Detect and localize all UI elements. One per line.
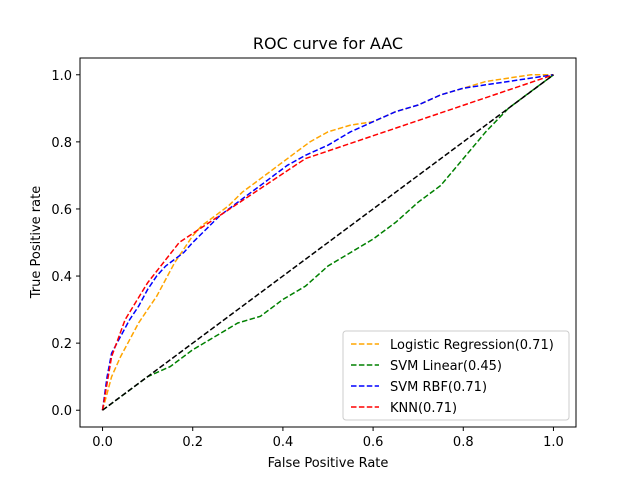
series-line-4 — [102, 74, 554, 411]
y-tick-label: 0.6 — [51, 203, 72, 218]
x-axis-label: False Positive Rate — [268, 456, 389, 471]
series-line-3 — [101, 74, 554, 411]
y-tick-label: 0.8 — [51, 136, 72, 151]
chart-title: ROC curve for AAC — [253, 34, 403, 53]
y-tick-label: 0.0 — [51, 404, 72, 419]
plot-area: 0.0 0.2 0.4 0.6 0.8 1.0 0.0 0.2 0.4 0.6 0.8 1.0 — [51, 57, 577, 450]
plot-frame — [79, 57, 577, 428]
y-tick-label: 1.0 — [51, 69, 72, 84]
series-layer — [101, 74, 554, 411]
legend-box — [342, 330, 570, 421]
y-tick-label: 0.2 — [51, 337, 72, 352]
y-axis-ticks: 0.0 0.2 0.4 0.6 0.8 1.0 — [51, 69, 80, 419]
legend-label: KNN(0.71) — [390, 401, 457, 416]
series-line-1 — [102, 74, 554, 411]
x-tick-label: 0.0 — [92, 435, 113, 450]
y-tick-label: 0.4 — [51, 270, 72, 285]
legend-label: SVM RBF(0.71) — [390, 380, 487, 395]
legend-label: SVM Linear(0.45) — [390, 359, 502, 374]
legend-label: Logistic Regression(0.71) — [390, 338, 554, 353]
series-line-2 — [101, 74, 554, 411]
x-tick-label: 0.4 — [273, 435, 294, 450]
x-axis-ticks: 0.0 0.2 0.4 0.6 0.8 1.0 — [92, 427, 564, 450]
x-tick-label: 1.0 — [543, 435, 564, 450]
x-tick-label: 0.2 — [182, 435, 203, 450]
y-axis-label: True Positive rate — [29, 186, 44, 299]
x-tick-label: 0.6 — [363, 435, 384, 450]
legend: Logistic Regression(0.71) SVM Linear(0.45… — [342, 330, 570, 421]
x-tick-label: 0.8 — [453, 435, 474, 450]
